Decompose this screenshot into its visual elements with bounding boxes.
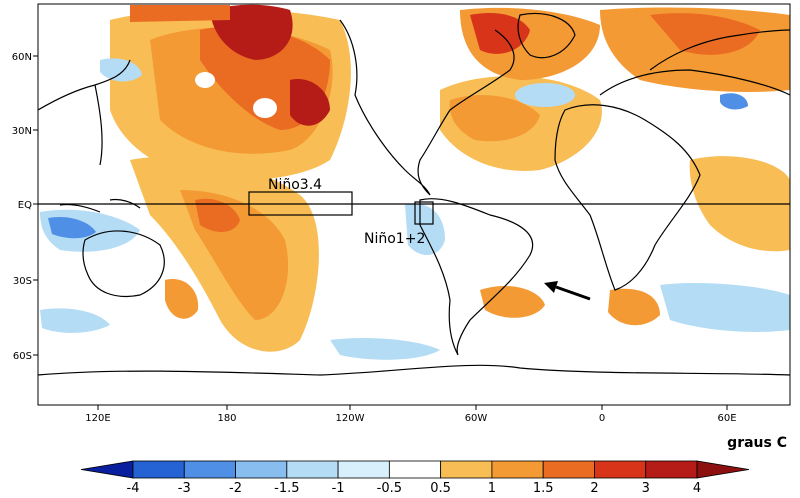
nino12-box (414, 201, 434, 225)
colorbar-segment (337, 460, 390, 479)
lon-axis: 120E 180 120W 60W 0 60E (85, 405, 737, 424)
colorbar-label: -1.5 (274, 481, 299, 496)
colorbar-segment (491, 460, 544, 479)
lat-axis: 60N 30N EQ 30S 60S (12, 52, 38, 362)
lon-tick: 60W (465, 413, 488, 424)
colorbar-segment (542, 460, 595, 479)
colorbar-label: 2 (590, 481, 598, 496)
nino12-label: Niño1+2 (364, 231, 425, 247)
colorbar-segment (594, 460, 647, 479)
lat-tick: 60N (12, 52, 32, 63)
lat-tick: 30S (13, 276, 32, 287)
nino34-box (248, 191, 353, 216)
units-label: graus C (727, 435, 787, 451)
colorbar-segment (80, 460, 134, 479)
nino34-label: Niño3.4 (268, 177, 322, 193)
lat-tick: 30N (12, 126, 32, 137)
colorbar-segment (235, 460, 288, 479)
colorbar-label: 3 (642, 481, 650, 496)
colorbar-label: 4 (693, 481, 701, 496)
colorbar-segment (696, 460, 750, 479)
lon-tick: 120E (85, 413, 110, 424)
colorbar-label: -2 (229, 481, 242, 496)
lat-tick: 60S (13, 351, 32, 362)
colorbar-segment (132, 460, 185, 479)
lon-tick: 120W (336, 413, 365, 424)
colorbar-segment (388, 460, 442, 479)
colorbar-label: 1 (488, 481, 496, 496)
colorbar-label: -3 (178, 481, 191, 496)
colorbar-label: -4 (127, 481, 140, 496)
colorbar-segment (440, 460, 493, 479)
colorbar: -4 -3 -2 -1.5 -1 -0.5 0.5 1 1.5 2 3 4 (80, 460, 750, 496)
colorbar-segment (183, 460, 236, 479)
lat-tick: EQ (18, 200, 32, 211)
colorbar-label: -1 (332, 481, 345, 496)
colorbar-label: -0.5 (377, 481, 402, 496)
colorbar-segment (286, 460, 339, 479)
lon-tick: 0 (599, 413, 605, 424)
colorbar-segment (645, 460, 698, 479)
colorbar-label: 1.5 (533, 481, 554, 496)
lon-tick: 60E (717, 413, 736, 424)
coastlines (38, 12, 790, 376)
colorbar-label: 0.5 (430, 481, 451, 496)
arrow-icon (544, 281, 591, 301)
lon-tick: 180 (217, 413, 236, 424)
